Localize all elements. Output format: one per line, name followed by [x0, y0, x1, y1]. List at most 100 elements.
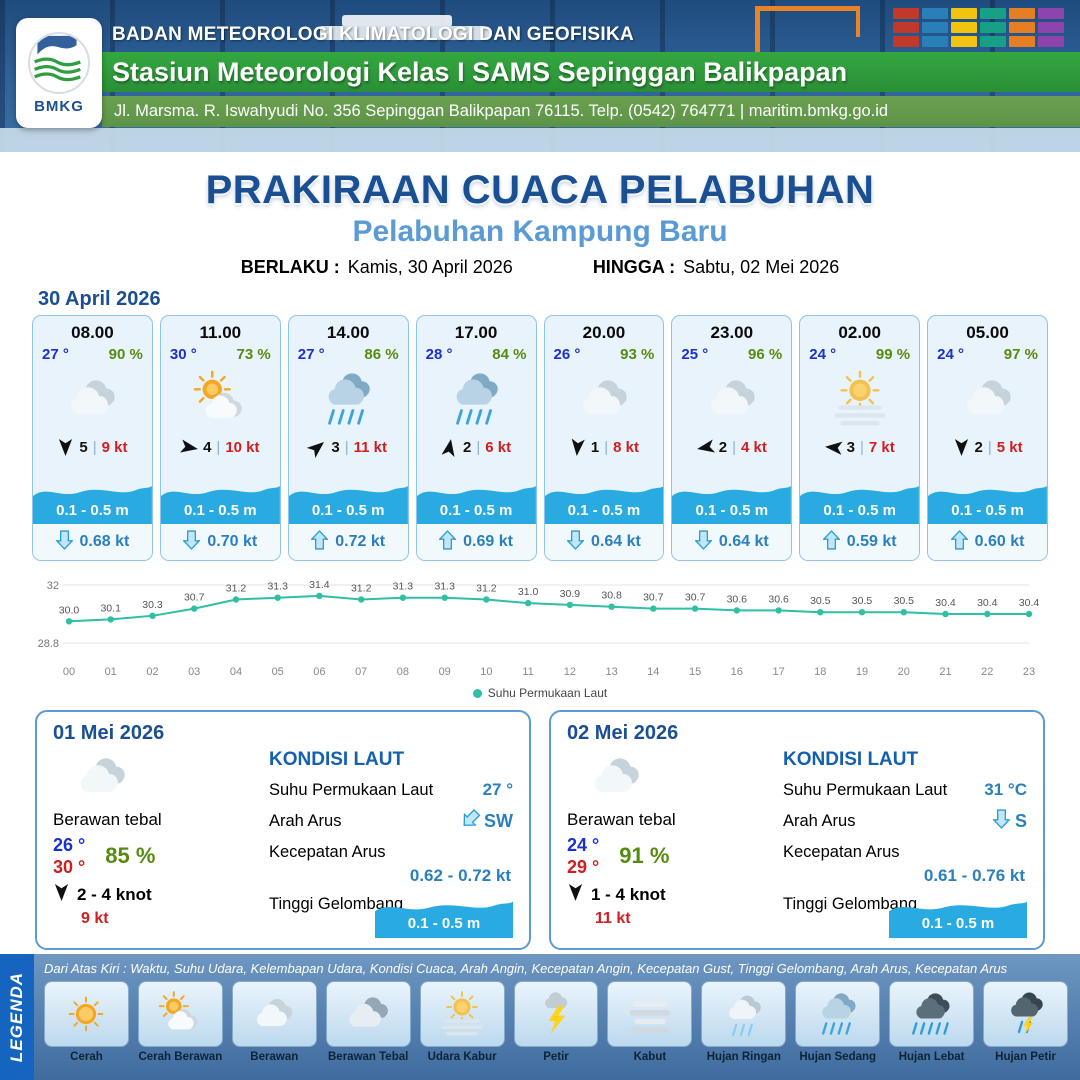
- card-temps: 30 ° 73 %: [161, 343, 280, 363]
- svg-text:32: 32: [47, 580, 59, 592]
- card-current-row: 0.69 kt: [416, 524, 536, 560]
- card-wave-height: 0.1 - 0.5 m: [672, 478, 792, 524]
- svg-text:10: 10: [480, 666, 492, 678]
- card-wind-speed: 8 kt: [613, 438, 639, 456]
- svg-text:23: 23: [1023, 666, 1035, 678]
- svg-text:30.8: 30.8: [601, 590, 622, 602]
- card-wind-force: 2: [718, 438, 728, 456]
- daily-temp-min: 24 °: [567, 835, 600, 855]
- berawan-tebal-icon: [349, 997, 389, 1027]
- legend-icon-box: [325, 981, 411, 1047]
- legend-icon-box: [231, 981, 317, 1047]
- card-wind-speed: 4 kt: [741, 438, 767, 456]
- wind-direction-icon: [824, 440, 843, 455]
- forecast-card: 17.00 28 ° 84 % 2 | 6 kt 0.1 - 0.5 m 0.69 kt: [415, 315, 537, 561]
- svg-text:30.4: 30.4: [1019, 597, 1040, 609]
- card-current-speed: 0.72 kt: [335, 533, 386, 550]
- svg-text:30.4: 30.4: [977, 597, 998, 609]
- berawan-icon: [710, 380, 755, 414]
- card-temperature: 30 °: [169, 346, 197, 363]
- legend-item-label: Hujan Lebat: [898, 1051, 965, 1063]
- svg-text:30.7: 30.7: [643, 592, 664, 604]
- bmkg-logo-icon: [28, 31, 90, 94]
- current-direction-icon: [182, 529, 202, 555]
- svg-text:30.5: 30.5: [852, 595, 873, 607]
- svg-text:14: 14: [647, 666, 659, 678]
- card-current-row: 0.70 kt: [160, 524, 280, 560]
- current-direction-label: Arah Arus: [269, 812, 342, 830]
- wave-height-value: 0.1 - 0.5 m: [311, 502, 385, 519]
- legend-item-label: Udara Kabur: [427, 1051, 497, 1063]
- card-temps: 26 ° 93 %: [545, 343, 664, 363]
- svg-text:22: 22: [981, 666, 993, 678]
- card-wind-force: 3: [331, 438, 340, 456]
- legend-item-label: Cerah Berawan: [138, 1051, 223, 1063]
- page-title: PRAKIRAAN CUACA PELABUHAN: [205, 168, 875, 212]
- svg-text:16: 16: [731, 666, 743, 678]
- legend-icon-box: [795, 981, 881, 1047]
- svg-text:19: 19: [856, 666, 868, 678]
- card-wind-speed: 9 kt: [101, 438, 128, 456]
- daily-date: 02 Mei 2026: [567, 722, 679, 744]
- forecast-card: 11.00 30 ° 73 % 4 | 10 kt 0.1 - 0.5 m 0.70 kt: [159, 315, 281, 561]
- hujan-lebat-icon: [911, 993, 950, 1035]
- container-stack-illustration: [893, 8, 1064, 47]
- svg-text:08: 08: [397, 666, 409, 678]
- berawan-icon: [594, 758, 639, 792]
- card-current-row: 0.60 kt: [928, 524, 1047, 560]
- validity-to: HINGGA : Sabtu, 02 Mei 2026: [593, 257, 839, 278]
- legend-title: LEGENDA: [7, 971, 26, 1063]
- daily-humidity: 85 %: [105, 843, 156, 868]
- legend-items: Cerah Cerah Berawan Berawan Berawan Tebal Ud…: [44, 981, 1068, 1063]
- card-current-row: 0.64 kt: [672, 524, 792, 560]
- daily-temps: 24 ° 29 ° 91 %: [567, 834, 775, 878]
- wind-arrow-icon: [180, 439, 198, 453]
- daily-wind-direction-icon: [53, 884, 70, 905]
- current-direction-value: S: [1014, 811, 1027, 831]
- current-speed-value: 0.61 - 0.76 kt: [923, 866, 1025, 885]
- svg-text:31.3: 31.3: [393, 581, 414, 593]
- wind-direction-icon: [180, 439, 198, 455]
- card-wave-height: 0.1 - 0.5 m: [416, 478, 536, 524]
- card-weather-icon: [289, 363, 408, 435]
- svg-text:30.5: 30.5: [894, 595, 915, 607]
- daily-temp-max: 30 °: [53, 857, 86, 877]
- current-direction-label: Arah Arus: [783, 812, 856, 830]
- svg-text:30.3: 30.3: [142, 599, 163, 611]
- current-direction-icon: [694, 529, 713, 555]
- separator: |: [604, 438, 609, 456]
- crane-illustration: [755, 6, 860, 75]
- bmkg-logo: BMKG: [16, 18, 102, 128]
- legend-item-label: Kabut: [633, 1051, 667, 1063]
- sst-chart-wrap: 32 28.8 30.0 00 30.1 01 30.3 02 30.7 03 31.2 04 31.3…: [35, 567, 1045, 684]
- svg-text:11: 11: [522, 666, 533, 678]
- current-direction-icon: [462, 809, 481, 834]
- legend-item-label: Cerah: [70, 1051, 103, 1063]
- daily-gust-speed: 11 kt: [595, 910, 631, 927]
- legend-item: Hujan Sedang: [795, 981, 881, 1063]
- current-arrow-icon: [694, 529, 713, 550]
- card-temps: 27 ° 86 %: [289, 343, 408, 363]
- wind-arrow-icon: [696, 439, 715, 453]
- legend-icon-box: [983, 981, 1068, 1047]
- daily-temp-min: 26 °: [53, 835, 86, 855]
- card-current-speed: 0.60 kt: [974, 533, 1025, 550]
- forecast-card: 14.00 27 ° 86 % 3 | 11 kt 0.1 - 0.5 m 0.72 kt: [287, 315, 409, 561]
- card-wind-speed: 5 kt: [996, 438, 1023, 456]
- bmkg-logo-label: BMKG: [34, 97, 84, 115]
- svg-text:06: 06: [313, 666, 325, 678]
- sst-line-chart: 32 28.8 30.0 00 30.1 01 30.3 02 30.7 03 31.2 04 31.3…: [38, 579, 1040, 678]
- current-speed-label: Kecepatan Arus: [269, 843, 386, 861]
- wave-height-value: 0.1 - 0.5 m: [439, 502, 513, 519]
- forecast-card: 08.00 27 ° 90 % 5 | 9 kt 0.1 - 0.5 m 0.68 kt: [32, 315, 153, 561]
- legend-section: LEGENDA Dari Atas Kiri : Waktu, Suhu Uda…: [0, 954, 1080, 1080]
- chart-legend-label: Suhu Permukaan Laut: [487, 686, 608, 700]
- hingga-label: HINGGA :: [592, 257, 676, 277]
- chart-legend: Suhu Permukaan Laut: [0, 684, 1080, 702]
- svg-text:28.8: 28.8: [38, 638, 59, 650]
- separator: |: [476, 438, 481, 456]
- legend-icon-box: [44, 981, 129, 1047]
- legend-item-label: Petir: [543, 1051, 569, 1063]
- current-arrow-icon: [438, 529, 457, 550]
- sst-value: 31 °C: [984, 780, 1027, 799]
